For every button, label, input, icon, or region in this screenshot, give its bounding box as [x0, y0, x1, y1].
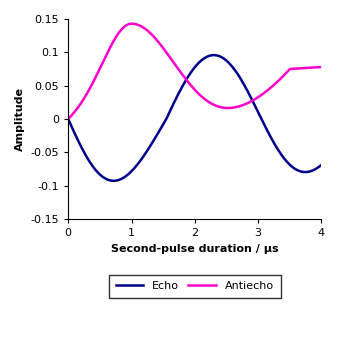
Antiecho	[79, 101, 83, 105]
Echo	[79, 145, 83, 149]
Echo	[312, 168, 316, 172]
Antiecho	[189, 84, 193, 88]
Legend: Echo, Antiecho: Echo, Antiecho	[109, 274, 280, 298]
Echo	[112, 179, 116, 183]
Y-axis label: Amplitude: Amplitude	[15, 87, 25, 151]
Line: Echo: Echo	[68, 55, 321, 181]
Echo	[183, 80, 187, 84]
Echo	[212, 53, 216, 57]
Antiecho	[130, 22, 134, 26]
Echo	[189, 69, 193, 74]
Antiecho	[319, 65, 323, 69]
Echo	[266, 129, 270, 134]
Echo	[312, 168, 317, 172]
Line: Antiecho: Antiecho	[68, 24, 321, 119]
Antiecho	[266, 88, 270, 92]
Antiecho	[183, 76, 187, 80]
Echo	[66, 117, 70, 121]
Echo	[319, 163, 323, 167]
Antiecho	[312, 65, 316, 69]
Antiecho	[312, 65, 316, 69]
Antiecho	[66, 117, 70, 121]
X-axis label: Second-pulse duration / μs: Second-pulse duration / μs	[111, 244, 279, 254]
